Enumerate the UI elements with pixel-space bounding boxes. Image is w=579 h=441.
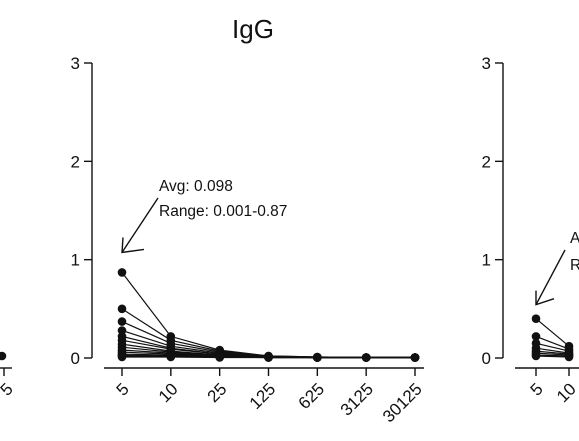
left-panel-fragment: 5 xyxy=(0,351,17,400)
right-data-point-8-1 xyxy=(531,351,541,361)
data-point-14-1 xyxy=(117,352,127,362)
annotation-avg: Avg: 0.098 xyxy=(159,178,233,195)
data-point-3-1 xyxy=(117,317,127,326)
data-point-14-2 xyxy=(166,352,176,362)
data-point-14-6 xyxy=(361,353,371,362)
data-point-1-1 xyxy=(117,268,127,277)
y-tick-label-2: 2 xyxy=(71,152,80,171)
right-annotation-avg-fragment: A xyxy=(570,230,579,247)
data-point-2-1 xyxy=(117,304,127,314)
data-point-14-5 xyxy=(313,353,322,362)
right-y-tick-label-2: 2 xyxy=(482,152,491,171)
chart-title: IgG xyxy=(232,14,274,44)
right-series-line-5 xyxy=(535,350,570,355)
left-data-point-1-1 xyxy=(0,351,7,361)
annotation-arrow-line xyxy=(121,197,159,253)
right-series-line-7 xyxy=(535,354,570,357)
x-tick-label-10: 10 xyxy=(155,379,182,406)
x-tick-label-125: 125 xyxy=(246,379,279,412)
annotation-range: Range: 0.001-0.87 xyxy=(159,203,287,220)
data-point-14-3 xyxy=(215,353,224,362)
y-tick-label-0: 0 xyxy=(71,349,80,368)
right-series-line-3 xyxy=(535,342,570,352)
right-annotation-range-fragment: R xyxy=(570,257,579,274)
x-tick-label-625: 625 xyxy=(295,379,328,412)
x-tick-label-5: 5 xyxy=(113,379,133,399)
right-series-line-8 xyxy=(535,355,570,358)
right-series-line-4 xyxy=(535,347,570,354)
left-x-tick-label: 5 xyxy=(0,379,17,399)
right-series-line-6 xyxy=(535,352,570,356)
right-x-tick-label-5: 5 xyxy=(527,379,547,399)
x-tick-label-30125: 30125 xyxy=(379,379,426,426)
right-data-point-1-1 xyxy=(531,314,541,324)
x-tick-label-25: 25 xyxy=(204,379,231,406)
y-tick-label-3: 3 xyxy=(71,54,80,73)
right-data-point-8-2 xyxy=(564,352,574,362)
right-y-tick-label-0: 0 xyxy=(482,349,491,368)
right-series-line-1 xyxy=(535,318,570,347)
right-panel-fragment: 0 1 2 3 5 10 AR xyxy=(482,54,579,406)
right-y-tick-label-3: 3 xyxy=(482,54,491,73)
igg-panel: IgG 0 1 2 3 5 10 25 125 625 3125 30125 Avg: 0.098 Ra… xyxy=(71,14,426,426)
data-point-14-7 xyxy=(410,353,420,362)
right-annotation-arrow-line xyxy=(535,249,566,305)
data-point-4-1 xyxy=(117,326,127,335)
x-tick-label-3125: 3125 xyxy=(337,379,377,419)
data-point-14-4 xyxy=(264,353,273,362)
right-series-line-2 xyxy=(535,335,570,350)
right-y-tick-label-1: 1 xyxy=(482,251,491,270)
annotation-arrowhead xyxy=(121,237,145,254)
y-tick-label-1: 1 xyxy=(71,251,80,270)
right-annotation-arrowhead xyxy=(535,290,555,306)
right-x-tick-label-10: 10 xyxy=(553,379,579,406)
right-data-point-2-1 xyxy=(531,332,541,341)
